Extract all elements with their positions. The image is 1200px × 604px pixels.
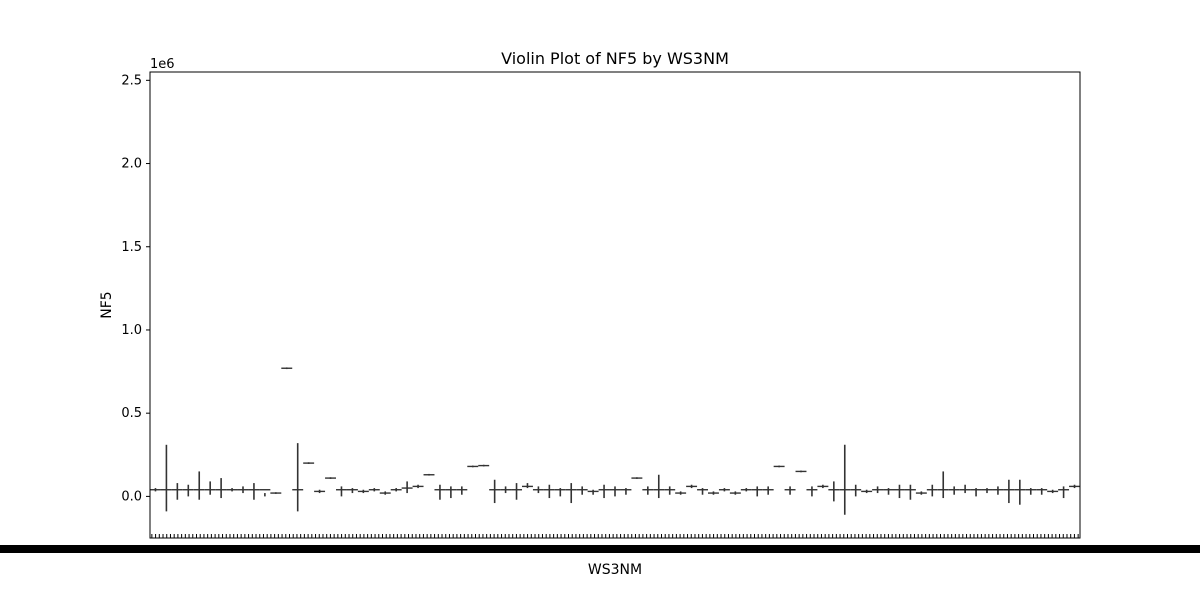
y-tick-label: 1.0 — [121, 323, 142, 338]
chart-title: Violin Plot of NF5 by WS3NM — [501, 49, 729, 68]
y-tick-label: 0.0 — [121, 489, 142, 504]
y-axis-ticks: 0.0 0.5 1.0 1.5 2.0 2.5 — [121, 73, 150, 504]
y-tick-label: 1.5 — [121, 240, 142, 255]
plot-area-frame — [149, 71, 1081, 539]
y-tick-label: 2.0 — [121, 157, 142, 172]
x-tick-label-band — [0, 545, 1200, 553]
y-tick-label: 0.5 — [121, 406, 142, 421]
y-tick-label: 2.5 — [121, 73, 142, 88]
y-axis-label: NF5 — [99, 291, 115, 318]
x-axis-ticks — [0, 534, 1200, 553]
y-axis-offset-label: 1e6 — [150, 57, 175, 72]
x-axis-label: WS3NM — [588, 562, 642, 578]
violin-marks — [150, 367, 1080, 515]
